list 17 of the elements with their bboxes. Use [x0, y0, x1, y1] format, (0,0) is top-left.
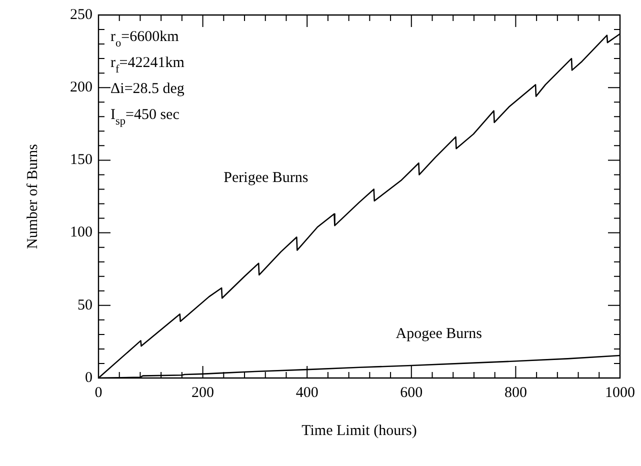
y-tick-label: 100 — [70, 224, 92, 241]
x-tick-label: 0 — [94, 384, 102, 401]
y-axis-title: Number of Burns — [24, 144, 41, 249]
x-axis-title: Time Limit (hours) — [302, 422, 417, 439]
y-tick-label: 0 — [85, 370, 92, 386]
series-label: Apogee Burns — [396, 326, 482, 342]
x-tick-label: 1000 — [605, 384, 635, 401]
y-tick-label: 250 — [70, 6, 92, 23]
text: Perigee Burns — [224, 170, 308, 186]
y-tick-label: 50 — [78, 297, 92, 314]
y-tick-label: 200 — [70, 80, 92, 96]
x-tick-label: 800 — [504, 384, 527, 401]
annotation: Δi=28.5 deg — [110, 81, 185, 97]
y-tick-label: 150 — [70, 152, 92, 168]
x-tick-label: 600 — [400, 384, 423, 401]
x-tick-label: 400 — [296, 384, 318, 401]
x-tick-label: 200 — [192, 384, 214, 401]
